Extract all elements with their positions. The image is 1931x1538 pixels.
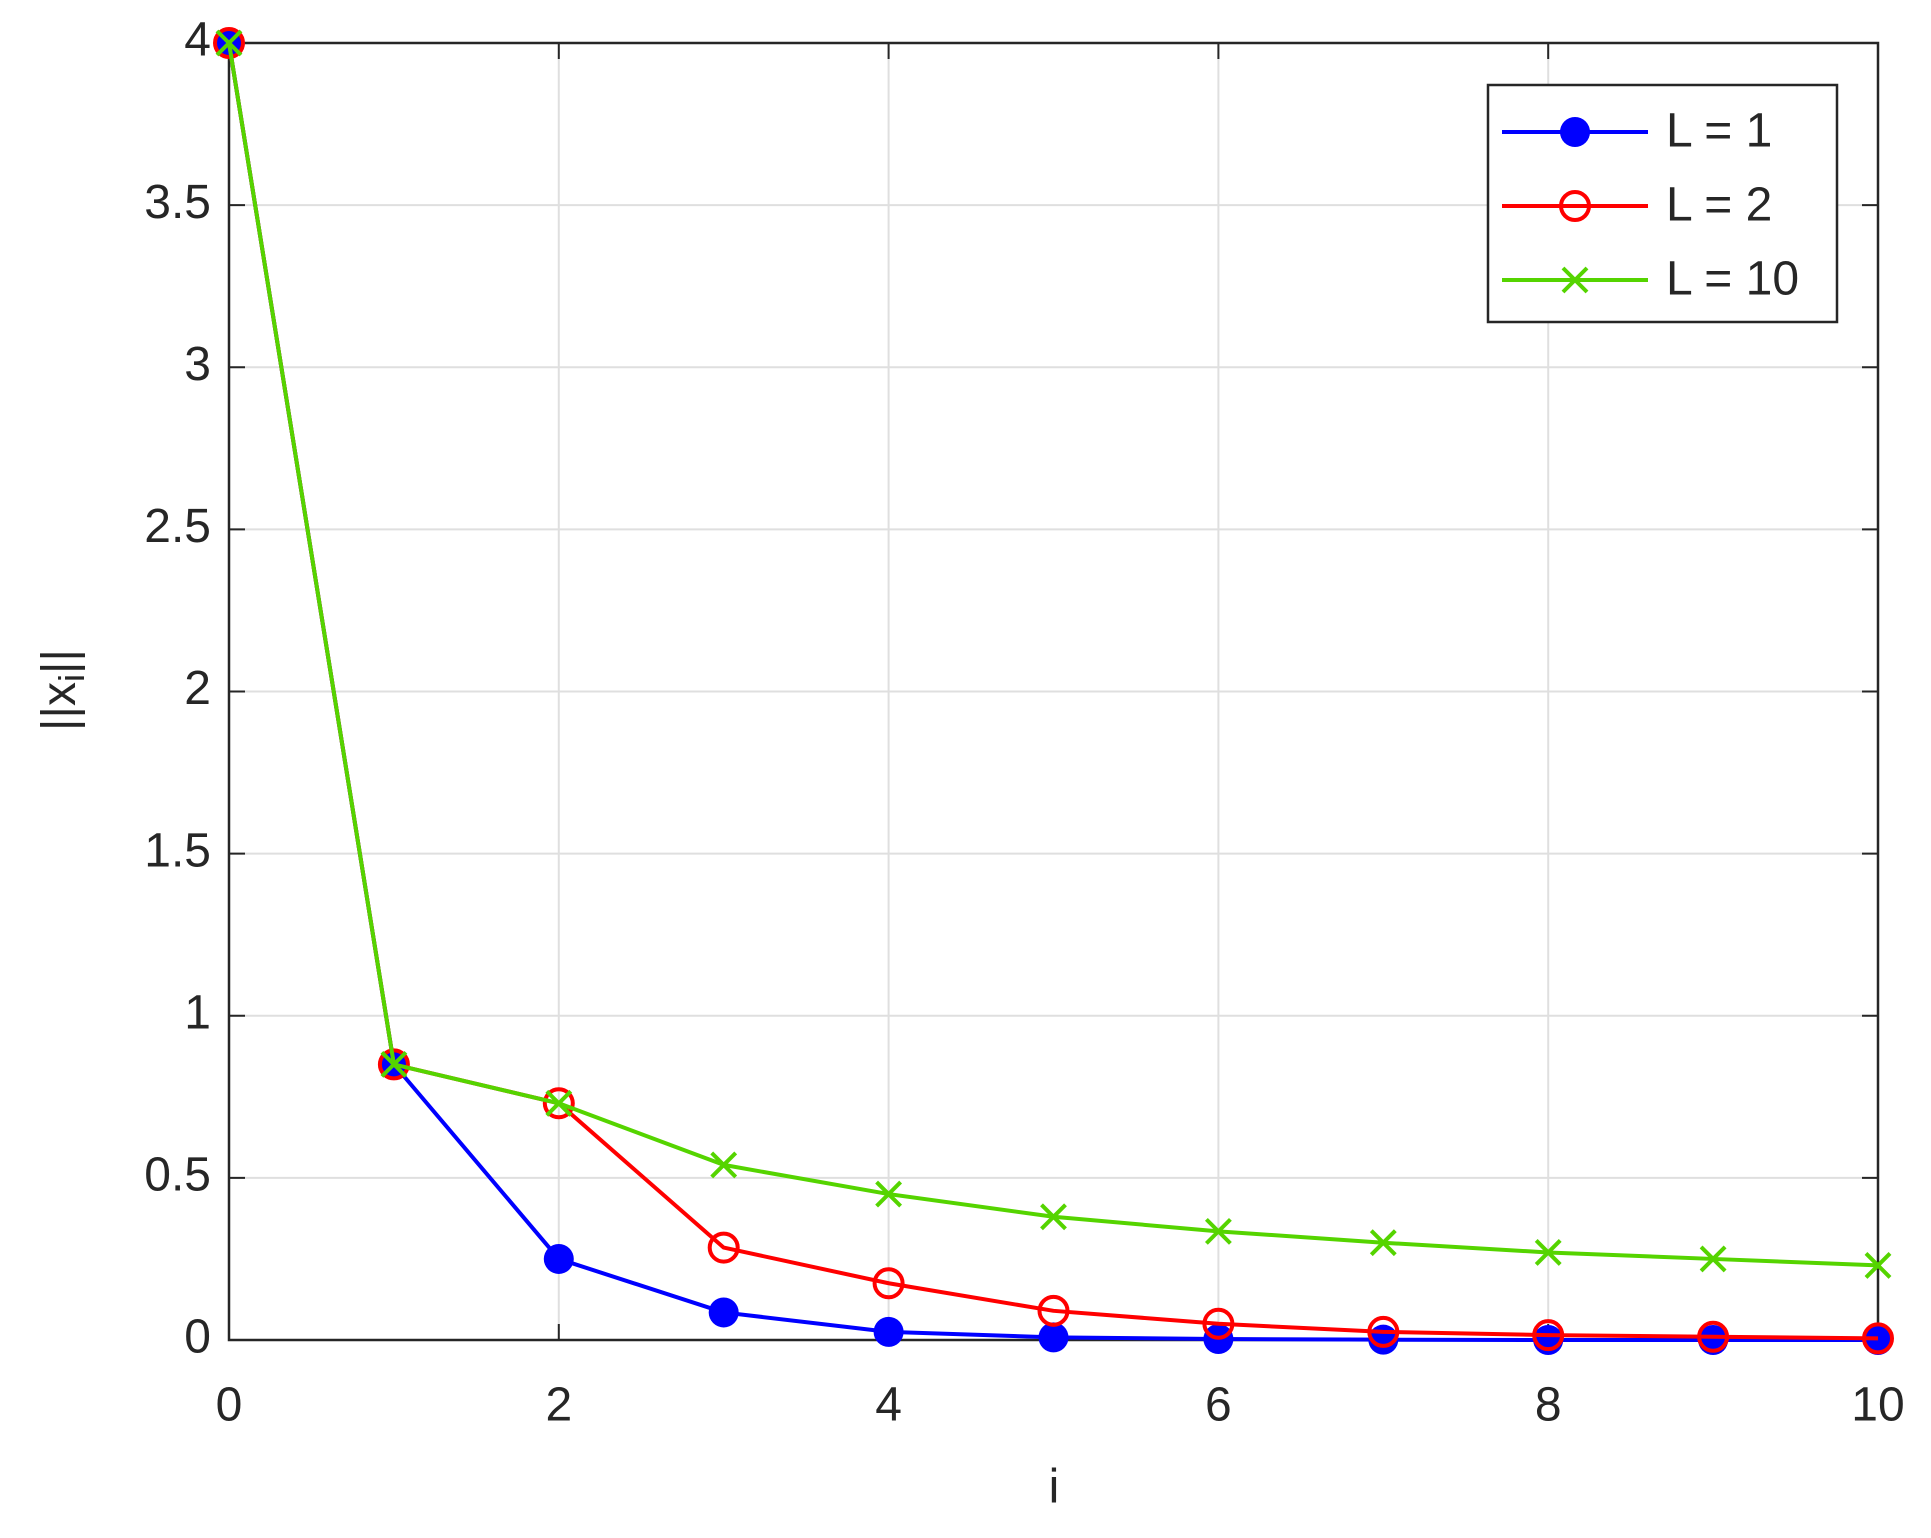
marker — [215, 29, 243, 57]
marker — [380, 1050, 408, 1078]
x-tick-label: 4 — [875, 1379, 902, 1432]
legend-marker — [1559, 190, 1591, 222]
legend-marker-group — [1560, 117, 1590, 147]
marker — [1532, 1319, 1565, 1352]
marker — [1863, 1325, 1893, 1355]
x-axis-label: i — [1049, 1461, 1060, 1514]
legend-label: L = 10 — [1666, 253, 1799, 306]
y-label-part: ||x — [33, 682, 86, 731]
legend-box — [1486, 83, 1839, 324]
legend-marker — [1561, 266, 1589, 294]
marker — [1862, 1322, 1894, 1355]
marker — [1202, 1307, 1235, 1340]
marker — [1697, 1320, 1730, 1353]
y-tick-label: 3 — [184, 338, 211, 391]
marker — [1534, 1239, 1562, 1266]
x-tick-label: 10 — [1851, 1379, 1904, 1432]
marker — [707, 1231, 740, 1264]
y-tick-label: 3.5 — [144, 176, 211, 229]
y-tick-label: 1 — [184, 986, 211, 1039]
marker — [545, 1089, 573, 1117]
marker — [542, 1087, 575, 1120]
marker — [872, 1267, 905, 1300]
y-tick-label: 2 — [184, 662, 211, 715]
y-label-subscript: i — [51, 674, 92, 682]
marker — [1038, 1322, 1069, 1353]
legend-label: L = 1 — [1666, 105, 1772, 158]
marker — [1367, 1315, 1400, 1348]
x-tick-label: 2 — [545, 1379, 572, 1432]
y-tick-label: 0 — [184, 1311, 211, 1364]
legend-marker-group — [1561, 266, 1589, 294]
marker — [1699, 1245, 1727, 1273]
y-axis-label: ||xi|| — [33, 649, 92, 731]
marker — [875, 1180, 903, 1208]
marker — [1864, 1252, 1892, 1279]
y-label-part: || — [33, 649, 86, 674]
y-tick-label: 4 — [184, 14, 211, 67]
legend-label: L = 2 — [1666, 179, 1772, 232]
marker — [708, 1297, 739, 1328]
marker — [710, 1151, 738, 1179]
x-tick-label: 0 — [216, 1379, 243, 1432]
marker — [543, 1243, 574, 1274]
legend-marker — [1560, 117, 1590, 147]
y-tick-label: 1.5 — [144, 824, 211, 877]
marker — [1204, 1217, 1232, 1245]
legend-marker-group — [1559, 190, 1591, 222]
x-tick-label: 8 — [1535, 1379, 1562, 1432]
marker — [1040, 1203, 1067, 1231]
marker — [213, 27, 245, 59]
marker — [377, 1048, 410, 1081]
marker — [873, 1316, 904, 1347]
marker — [1369, 1229, 1397, 1257]
marker — [1037, 1294, 1070, 1327]
y-tick-label: 2.5 — [144, 500, 211, 553]
legend: L = 1 L = 2 L = 10 — [1486, 83, 1839, 324]
y-tick-label: 0.5 — [144, 1149, 211, 1202]
x-tick-label: 6 — [1205, 1379, 1232, 1432]
